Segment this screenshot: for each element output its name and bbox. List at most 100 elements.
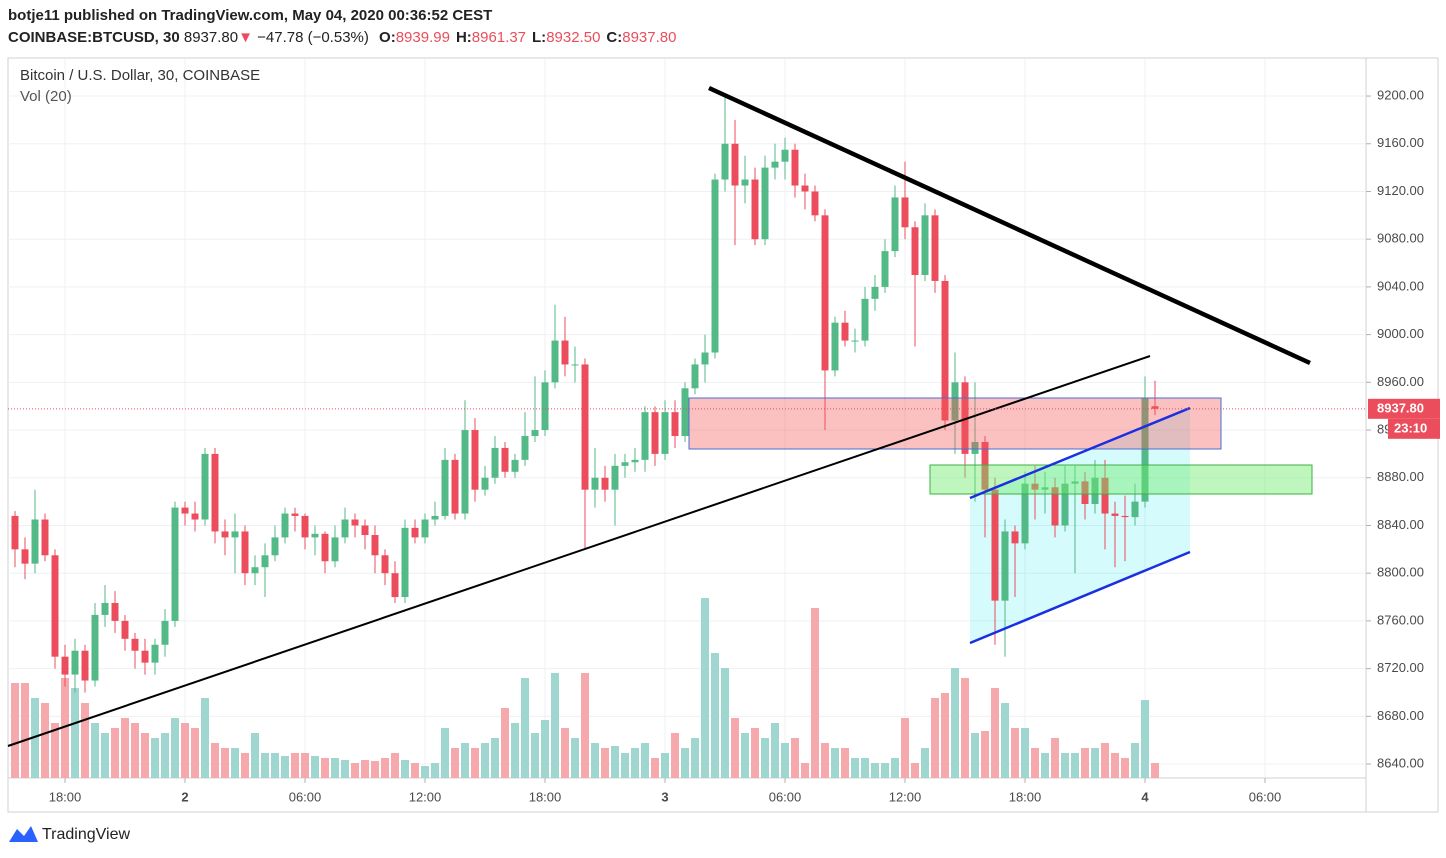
candle-body xyxy=(801,185,809,192)
candle-body xyxy=(191,513,199,520)
volume-bar xyxy=(561,728,569,778)
candle-body xyxy=(621,462,629,466)
volume-bar xyxy=(211,743,219,778)
candle-body xyxy=(651,412,659,454)
candle-body xyxy=(751,179,759,240)
candle-body xyxy=(311,533,319,538)
x-tick-label: 18:00 xyxy=(49,789,82,804)
volume-bar xyxy=(791,738,799,778)
x-tick-label: 18:00 xyxy=(529,789,562,804)
volume-bar xyxy=(1041,753,1049,778)
volume-bar xyxy=(511,723,519,778)
volume-bar xyxy=(551,673,559,778)
y-tick-label: 8880.00 xyxy=(1377,469,1424,484)
volume-bar xyxy=(961,678,969,778)
candle-body xyxy=(921,215,929,275)
volume-bar xyxy=(841,748,849,778)
candle-body xyxy=(791,149,799,186)
publisher: botje11 published on TradingView.com, Ma… xyxy=(8,7,492,24)
candle-body xyxy=(181,507,189,514)
y-tick-label: 8960.00 xyxy=(1377,374,1424,389)
ohlc-label: C: xyxy=(606,29,622,46)
candle-body xyxy=(291,513,299,516)
volume-bar xyxy=(871,763,879,778)
candle-body xyxy=(391,573,399,598)
volume-bar xyxy=(781,743,789,778)
candle-body xyxy=(161,620,169,645)
candle-body xyxy=(701,352,709,365)
candle-body xyxy=(341,519,349,538)
volume-bar xyxy=(521,678,529,778)
volume-bar xyxy=(621,753,629,778)
volume-bar xyxy=(851,758,859,778)
volume-bar xyxy=(1131,743,1139,778)
candle-body xyxy=(881,251,889,287)
volume-bar xyxy=(461,743,469,778)
volume-bar xyxy=(1001,703,1009,778)
candle-body xyxy=(511,459,519,472)
price-tag xyxy=(1368,398,1440,419)
volume-bar xyxy=(571,738,579,778)
header-line: botje11 published on TradingView.com, Ma… xyxy=(8,7,492,24)
candle-body xyxy=(171,507,179,621)
volume-bar xyxy=(901,718,909,778)
volume-bar xyxy=(271,753,279,778)
candle-body xyxy=(561,340,569,365)
candle-body xyxy=(1131,501,1139,518)
volume-bar xyxy=(581,673,589,778)
volume-bar xyxy=(641,743,649,778)
volume-bar xyxy=(531,733,539,778)
volume-bar xyxy=(671,733,679,778)
candle-body xyxy=(1081,481,1089,505)
candle-body xyxy=(461,430,469,514)
volume-bar xyxy=(21,683,29,778)
x-tick-label: 06:00 xyxy=(289,789,322,804)
x-tick-label: 3 xyxy=(661,789,668,804)
volume-bar xyxy=(451,748,459,778)
volume-bar xyxy=(1021,728,1029,778)
candle-body xyxy=(221,531,229,538)
volume-bar xyxy=(411,763,419,778)
ohlc-value: 8932.50 xyxy=(546,29,600,46)
candle-body xyxy=(871,286,879,299)
volume-bar xyxy=(171,718,179,778)
candle-body xyxy=(251,567,259,574)
candle-body xyxy=(631,459,639,463)
candle-body xyxy=(761,167,769,240)
volume-bar xyxy=(911,763,919,778)
candle-body xyxy=(331,537,339,562)
volume-bar xyxy=(131,723,139,778)
trend-line xyxy=(708,85,1311,366)
volume-bar xyxy=(341,760,349,778)
volume-bar xyxy=(501,708,509,778)
y-tick-label: 8800.00 xyxy=(1377,565,1424,580)
volume-bar xyxy=(1151,763,1159,778)
candle-body xyxy=(101,603,109,615)
candle-body xyxy=(231,531,239,538)
volume-bar xyxy=(1101,743,1109,778)
candle-body xyxy=(51,555,59,657)
volume-bar xyxy=(601,748,609,778)
candle-body xyxy=(241,531,249,574)
candle-body xyxy=(781,149,789,162)
volume-bar xyxy=(111,728,119,778)
candle-body xyxy=(531,430,539,437)
candle-body xyxy=(1121,515,1129,518)
x-tick-label: 06:00 xyxy=(769,789,802,804)
volume-bar xyxy=(1011,728,1019,778)
candle-body xyxy=(991,489,999,601)
volume-bar xyxy=(591,743,599,778)
volume-bar xyxy=(1031,748,1039,778)
y-tick-label: 9080.00 xyxy=(1377,231,1424,246)
ohlc-label: L: xyxy=(532,29,546,46)
candle-body xyxy=(1101,477,1109,514)
chart-title: Bitcoin / U.S. Dollar, 30, COINBASE xyxy=(20,67,260,84)
volume-bar xyxy=(151,738,159,778)
volume-bar xyxy=(351,763,359,778)
last-price: 8937.80 xyxy=(184,29,238,46)
countdown-tag xyxy=(1388,418,1440,439)
candle-body xyxy=(941,280,949,421)
candle-body xyxy=(111,603,119,621)
y-tick-label: 9200.00 xyxy=(1377,87,1424,102)
candle-body xyxy=(911,227,919,275)
